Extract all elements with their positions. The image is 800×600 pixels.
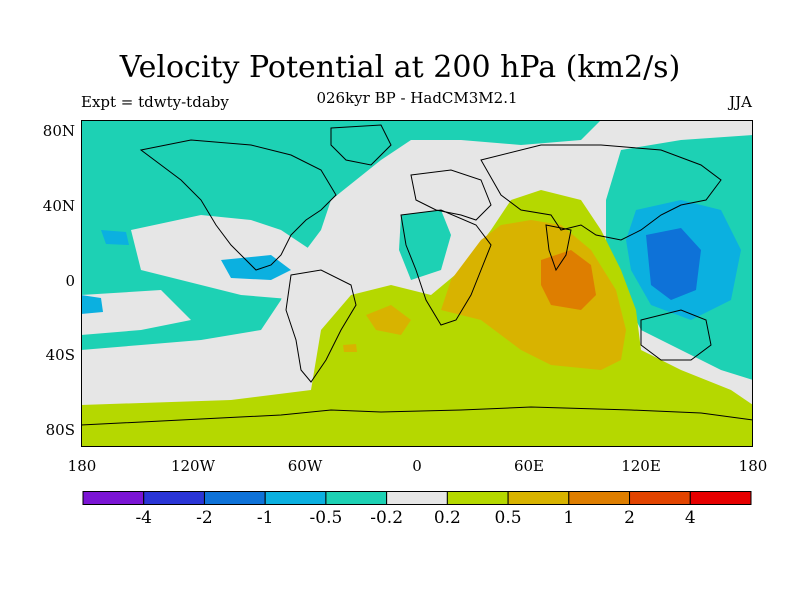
x-tick-120w: 120W [170,457,216,475]
colorbar-label: 2 [624,508,635,528]
season-label: JJA [729,93,752,111]
colorbar-swatch [446,491,509,505]
colorbar-swatch [629,491,691,505]
colorbar-swatch [568,491,631,505]
colorbar-swatch [143,491,205,505]
colorbar-swatch [386,491,448,505]
map-frame [81,120,753,447]
map-panel [81,120,753,447]
blue-dateline-small [81,295,103,314]
x-tick-180w: 180 [67,457,97,475]
x-tick-60w: 60W [287,457,323,475]
x-tick-180e: 180 [738,457,768,475]
y-tick-80s: 80S [45,421,75,439]
colorbar-label: -4 [135,508,152,528]
y-tick-0: 0 [65,272,75,290]
gold-south-atlantic [366,305,411,335]
colorbar-label: 0.5 [494,508,522,528]
colorbar-swatch [82,491,145,505]
x-tick-60e: 60E [513,457,545,475]
colorbar-swatch [264,491,327,505]
colorbar-swatch [507,491,570,505]
y-tick-40n: 40N [42,197,75,215]
colorbar-label: -0.2 [370,508,404,528]
x-tick-0: 0 [412,457,422,475]
y-tick-40s: 40S [45,346,75,364]
colorbar-label: -0.5 [309,508,343,528]
colorbar-swatch [689,491,752,505]
colorbar-label: 1 [563,508,575,528]
colorbar-label: -1 [256,508,274,528]
map-subtitle: 026kyr BP - HadCM3M2.1 [316,89,518,107]
teal-arctic-strip [411,120,601,145]
colorbar-label: 4 [684,508,696,528]
experiment-label: Expt = tdwty-tdaby [81,93,229,111]
teal-atlantic-equatorial [399,210,451,280]
x-tick-120e: 120E [621,457,661,475]
dark-blue-maritime-core [646,228,701,300]
blue-eastern-pacific [101,230,129,245]
southern-ocean-band [81,405,753,447]
map-title: Velocity Potential at 200 hPa (km2/s) [119,50,681,85]
neutral-south-pacific [81,290,191,335]
y-tick-80n: 80N [42,122,75,140]
colorbar-label: -2 [196,508,213,528]
coastlines [81,124,753,426]
colorbar-swatch [203,491,266,505]
velocity-potential-map [81,120,753,447]
colorbar [82,491,752,505]
blue-central-pacific [221,255,291,280]
colorbar-label: 0.2 [433,508,461,528]
gold-patagonia-small [343,344,357,352]
colorbar-swatch [325,491,388,505]
